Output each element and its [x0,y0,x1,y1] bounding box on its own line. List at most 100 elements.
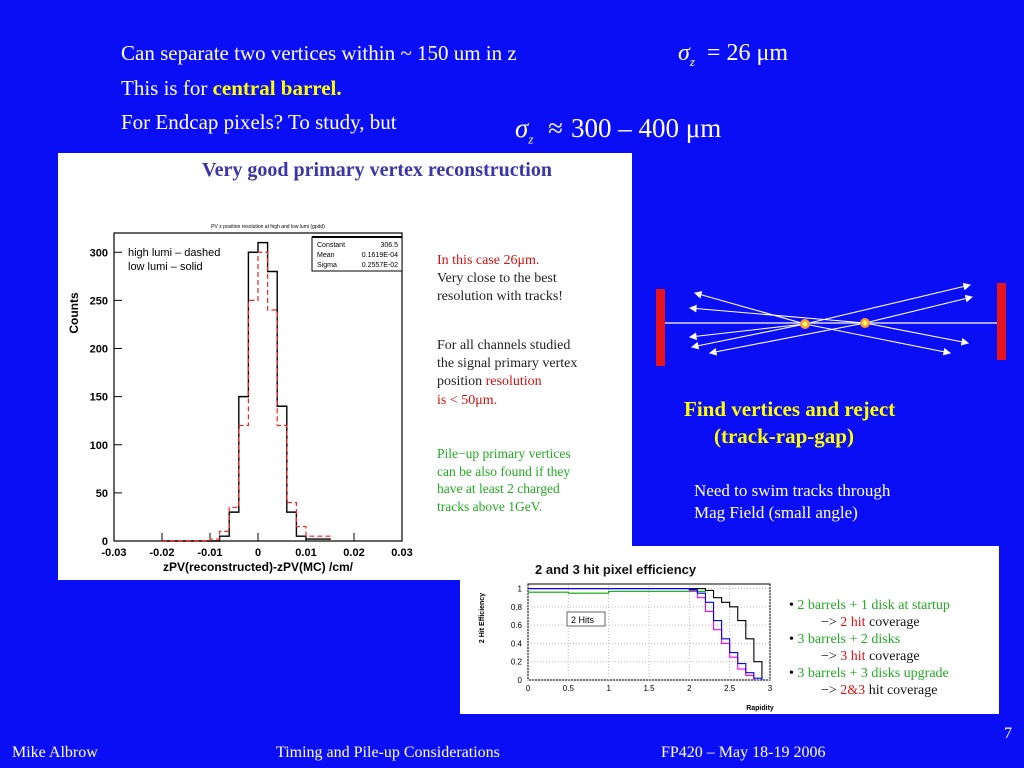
eq2-relation: ≈ [548,113,563,143]
bullet-2-sub: −> 3 hit coverage [789,650,950,664]
chart2-ytick-label: 0.2 [511,658,523,667]
header-line-2: This is for central barrel. [121,78,342,99]
vertex-1-tracks [688,282,972,356]
chart2-xlabel: Rapidity [746,705,774,712]
efficiency-series-2 [528,588,755,680]
chart1-ytick-label: 300 [90,247,108,259]
diagram-caption-line-1: Find vertices and reject [684,397,896,421]
two-hits-label: 2 Hits [571,615,595,625]
efficiency-figure-panel: 2 and 3 hit pixel efficiency 0 0.5 1 1.5 2 2.… [460,546,999,714]
chart2-ylabel: 2 Hit Efficiency [479,593,486,643]
bullet-3-sub: −> 2&3 hit coverage [789,684,950,698]
bullet-1-sub-post: coverage [865,615,920,630]
chart2-ytick-label: 1 [518,585,523,594]
eq1-symbol: σ [678,40,690,66]
legend-dashed: high lumi – dashed [128,247,220,259]
note-3-line-2: can be also found if they [437,463,571,479]
low-lumi-histogram [162,241,331,542]
equation-sigma-endcap: σz ≈300 – 400 μm [515,113,721,147]
eq2-sub: z [528,131,534,147]
stat-label-sigma: Sigma [317,262,337,269]
efficiency-series-0 [528,590,707,594]
bullet-2-sub-pre: −> [821,649,841,664]
footer-event: FP420 – May 18-19 2006 [661,744,826,761]
bullet-3-sub-pre: −> [821,683,841,698]
chart1-caption: PV z position resolution at high and low… [211,224,325,230]
vertex-1-burst [800,319,810,329]
bullet-3: • 3 barrels + 3 disks upgrade [789,666,949,681]
chart1-ytick-label: 50 [96,488,108,500]
note-paragraph-1: In this case 26μm. Very close to the bes… [437,252,563,307]
note-1-line-1: In this case 26μm. [437,253,540,268]
note-3-line-4: tracks above 1GeV. [437,498,543,514]
diagram-note-line-1: Need to swim tracks through [694,481,891,500]
note-paragraph-2: For all channels studied the signal prim… [437,337,577,410]
bullet-1-sub-pre: −> [821,615,841,630]
eq1-relation: = [706,40,721,66]
note-3-line-3: have at least 2 charged [437,481,560,497]
vertex-resolution-chart: PV z position resolution at high and low… [67,224,413,574]
efficiency-figure-title: 2 and 3 hit pixel efficiency [535,562,697,577]
chart2-xtick-label: 1.5 [643,684,655,693]
chart1-ytick-label: 100 [90,440,108,452]
bullet-2-sub-hit: 3 hit [840,649,866,664]
chart1-xtick-label: 0.02 [343,547,364,559]
stats-box [311,236,403,272]
bullet-2-main: 3 barrels + 2 disks [797,632,901,647]
vertex-2-burst [860,318,870,328]
stat-value-constant: 306.5 [380,242,398,249]
note-paragraph-3: Pile−up primary vertices can be also fou… [437,445,571,515]
vertex-figure-title: Very good primary vertex reconstruction [58,159,632,182]
bullet-3-sub-hit: 2&3 [840,683,866,698]
header-line-1: Can separate two vertices within ~ 150 u… [121,41,517,65]
page-number: 7 [1004,725,1012,742]
chart2-xtick-label: 3 [768,684,773,693]
note-2-resolution: resolution [485,374,542,390]
chart2-xtick-label: 2 [687,684,692,693]
eq2-value: 300 – 400 μm [570,113,722,143]
chart1-xtick-label: 0 [255,547,261,559]
efficiency-series-1 [528,588,763,679]
vertex-figure-panel: Very good primary vertex reconstruction … [58,153,632,580]
bullet-3-main: 3 barrels + 3 disks upgrade [797,666,949,681]
eq1-value: 26 μm [726,40,788,66]
header-line-2-highlight: central barrel. [212,76,342,100]
footer-title: Timing and Pile-up Considerations [276,744,500,761]
equation-sigma-central: σz = 26 μm [678,40,788,70]
eq1-sub: z [689,53,695,69]
note-2-line-3: position resolution [437,373,577,391]
two-hits-label-box [566,611,606,627]
chart1-frame [113,232,403,542]
chart2-xtick-label: 2.5 [724,684,736,693]
chart1-xtick-label: 0.01 [295,547,316,559]
bullet-1: • 2 barrels + 1 disk at startup [789,598,950,613]
bullet-1-main: 2 barrels + 1 disk at startup [797,598,950,613]
chart1-ytick-label: 250 [90,295,108,307]
right-detector [997,283,1006,360]
bullet-3-sub-post: hit coverage [865,683,938,698]
chart1-xtick-label: -0.03 [101,547,126,559]
note-2-line-2: the signal primary vertex [437,356,578,372]
coverage-bullet-list: • 2 barrels + 1 disk at startup −> 2 hit… [789,599,950,698]
diagram-note-line-2: Mag Field (small angle) [694,503,858,523]
bullet-1-sub-hit: 2 hit [840,615,866,630]
efficiency-series-3 [528,588,763,680]
chart1-ytick-label: 200 [90,344,108,356]
stat-label-mean: Mean [317,252,335,259]
chart2-xtick-label: 1 [606,684,611,693]
diagram-caption: Find vertices and reject (track-rap-gap) [684,396,895,451]
chart1-ytick-label: 150 [90,392,108,404]
chart2-ytick-label: 0.4 [511,639,523,648]
note-1-line-3: resolution with tracks! [437,289,563,305]
note-2-position: position [437,374,486,390]
note-3-line-1: Pile−up primary vertices [437,446,571,461]
vertex-figure-title-text: Very good primary vertex reconstruction [202,159,552,181]
vertex-2-tracks [688,294,974,356]
chart1-xtick-label: 0.03 [391,547,412,559]
diagram-caption-line-2: (track-rap-gap) [714,424,854,449]
chart1-ytick-label: 0 [102,536,108,548]
note-1-line-2: Very close to the best [437,271,557,287]
chart2-ytick-label: 0 [518,676,523,685]
chart2-xtick-label: 0 [526,684,531,693]
stat-value-mean: 0.1619E-04 [362,252,398,259]
